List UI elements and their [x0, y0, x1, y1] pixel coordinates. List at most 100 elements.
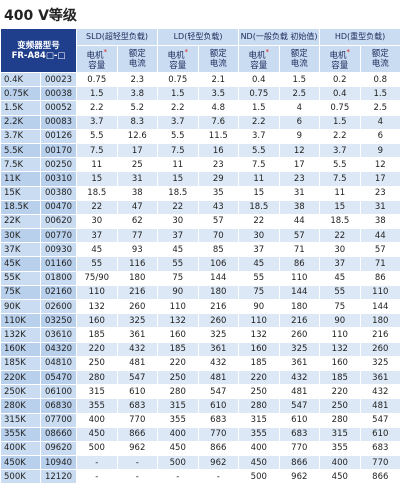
note-mark: *	[265, 48, 270, 57]
cell: 770	[116, 412, 159, 428]
data-row: 55K 01800 75/90 180 75 144 55 110 45 86	[0, 270, 400, 286]
model-code: 01800	[39, 270, 78, 286]
capacity-label: 1.5K	[0, 100, 41, 116]
cell: 86	[278, 256, 321, 272]
data-row: 90K 02600 132 260 110 216 90 180 75 144	[0, 298, 400, 315]
model-code: 05470	[39, 369, 78, 386]
cell: 3.5	[197, 86, 240, 102]
motor-header-line: 电机*	[240, 47, 279, 61]
cell: 11	[238, 171, 280, 187]
data-row: 2.2K 00083 3.7 8.3 3.7 7.6 2.2 6 1.5 4	[0, 114, 400, 130]
current-header: 额定 电流	[197, 45, 240, 73]
cell: 144	[197, 270, 240, 286]
cell: 280	[238, 398, 280, 414]
cell: 432	[278, 369, 321, 386]
cell: 770	[197, 426, 240, 442]
group-header: ND(一般负载 初始值)	[238, 28, 321, 46]
cell: 144	[359, 298, 400, 315]
model-code: 01160	[39, 256, 78, 272]
capacity-label: 185K	[0, 355, 41, 371]
cell: 23	[197, 157, 240, 173]
current-header-line: 额定	[209, 49, 227, 59]
cell: 866	[359, 469, 400, 485]
cell: 361	[116, 327, 159, 343]
motor-header-text: 电机	[248, 50, 266, 61]
cell: 43	[197, 199, 240, 215]
data-row: 3.7K 00126 5.5 12.6 5.5 11.5 3.7 9 2.2 6	[0, 128, 400, 144]
cell: 57	[359, 242, 400, 258]
cell: 18.5	[319, 213, 361, 230]
cell: 22	[238, 213, 280, 230]
cell: 4.8	[197, 100, 240, 116]
cell: 481	[116, 355, 159, 371]
cell: 90	[157, 284, 199, 301]
cell: 1.5	[319, 114, 361, 130]
data-row: 132K 03610 185 361 160 325 132 260 110 216	[0, 327, 400, 343]
cell: 450	[238, 455, 280, 471]
cell: 770	[278, 440, 321, 457]
group-header: HD(重型负载)	[319, 28, 400, 46]
data-row: 7.5K 00250 11 25 11 23 7.5 17 5.5 12	[0, 157, 400, 173]
model-code: 03610	[39, 327, 78, 343]
cell: 432	[197, 355, 240, 371]
cell: 361	[359, 369, 400, 386]
motor-header-line: 电机*	[159, 47, 198, 61]
note-mark: *	[103, 48, 108, 57]
cell: 45	[319, 270, 361, 286]
capacity-label: 160K	[0, 341, 41, 357]
cell: 17	[116, 142, 159, 159]
data-row: 0.75K 00038 1.5 3.8 1.5 3.5 0.75 2.5 0.4 1.5	[0, 86, 400, 102]
model-code: 06100	[39, 384, 78, 400]
cell: 315	[76, 384, 118, 400]
model-code: 04810	[39, 355, 78, 371]
cell: 250	[238, 384, 280, 400]
cell: 1.5	[359, 86, 400, 102]
cell: 110	[319, 327, 361, 343]
cell: 610	[278, 412, 321, 428]
cell: 9	[278, 128, 321, 144]
cell: 185	[238, 355, 280, 371]
cell: 547	[278, 398, 321, 414]
model-code: 00170	[39, 142, 78, 159]
cell: 8.3	[116, 114, 159, 130]
cell: 180	[197, 284, 240, 301]
note-mark: *	[184, 48, 189, 57]
cell: 325	[116, 313, 159, 329]
model-code: 00038	[39, 86, 78, 102]
cell: 93	[116, 242, 159, 258]
cell: 37	[157, 228, 199, 244]
cell: 2.5	[359, 100, 400, 116]
cell: 280	[319, 412, 361, 428]
capacity-label: 75K	[0, 284, 41, 301]
cell: 450	[319, 469, 361, 485]
cell: 75/90	[76, 270, 118, 286]
capacity-label: 3.7K	[0, 128, 41, 144]
data-row: 450K 10940- -500 962 450 866 400 770	[0, 455, 400, 471]
current-header: 额定 电流	[116, 45, 159, 73]
cell: 160	[76, 313, 118, 329]
capacity-label: 2.2K	[0, 114, 41, 130]
cell: 15	[319, 199, 361, 215]
motor-header: 电机* 容量	[319, 45, 361, 73]
cell: 220	[319, 384, 361, 400]
cell: 2.2	[157, 100, 199, 116]
cell: 110	[278, 270, 321, 286]
cell: 45	[238, 256, 280, 272]
cell: 11	[319, 185, 361, 201]
cell: 180	[359, 313, 400, 329]
cell: 47	[116, 199, 159, 215]
cell: 962	[116, 440, 159, 457]
cell: 185	[76, 327, 118, 343]
cell: 44	[278, 213, 321, 230]
cell: 216	[278, 313, 321, 329]
cell: -	[116, 455, 159, 471]
model-code: 00250	[39, 157, 78, 173]
model-code: 00083	[39, 114, 78, 130]
capacity-label: 5.5K	[0, 142, 41, 159]
cell: -	[76, 455, 118, 471]
cell: 260	[278, 327, 321, 343]
cell: 3.7	[238, 128, 280, 144]
cell: 11	[76, 157, 118, 173]
cell: 361	[197, 341, 240, 357]
cell: 160	[157, 327, 199, 343]
